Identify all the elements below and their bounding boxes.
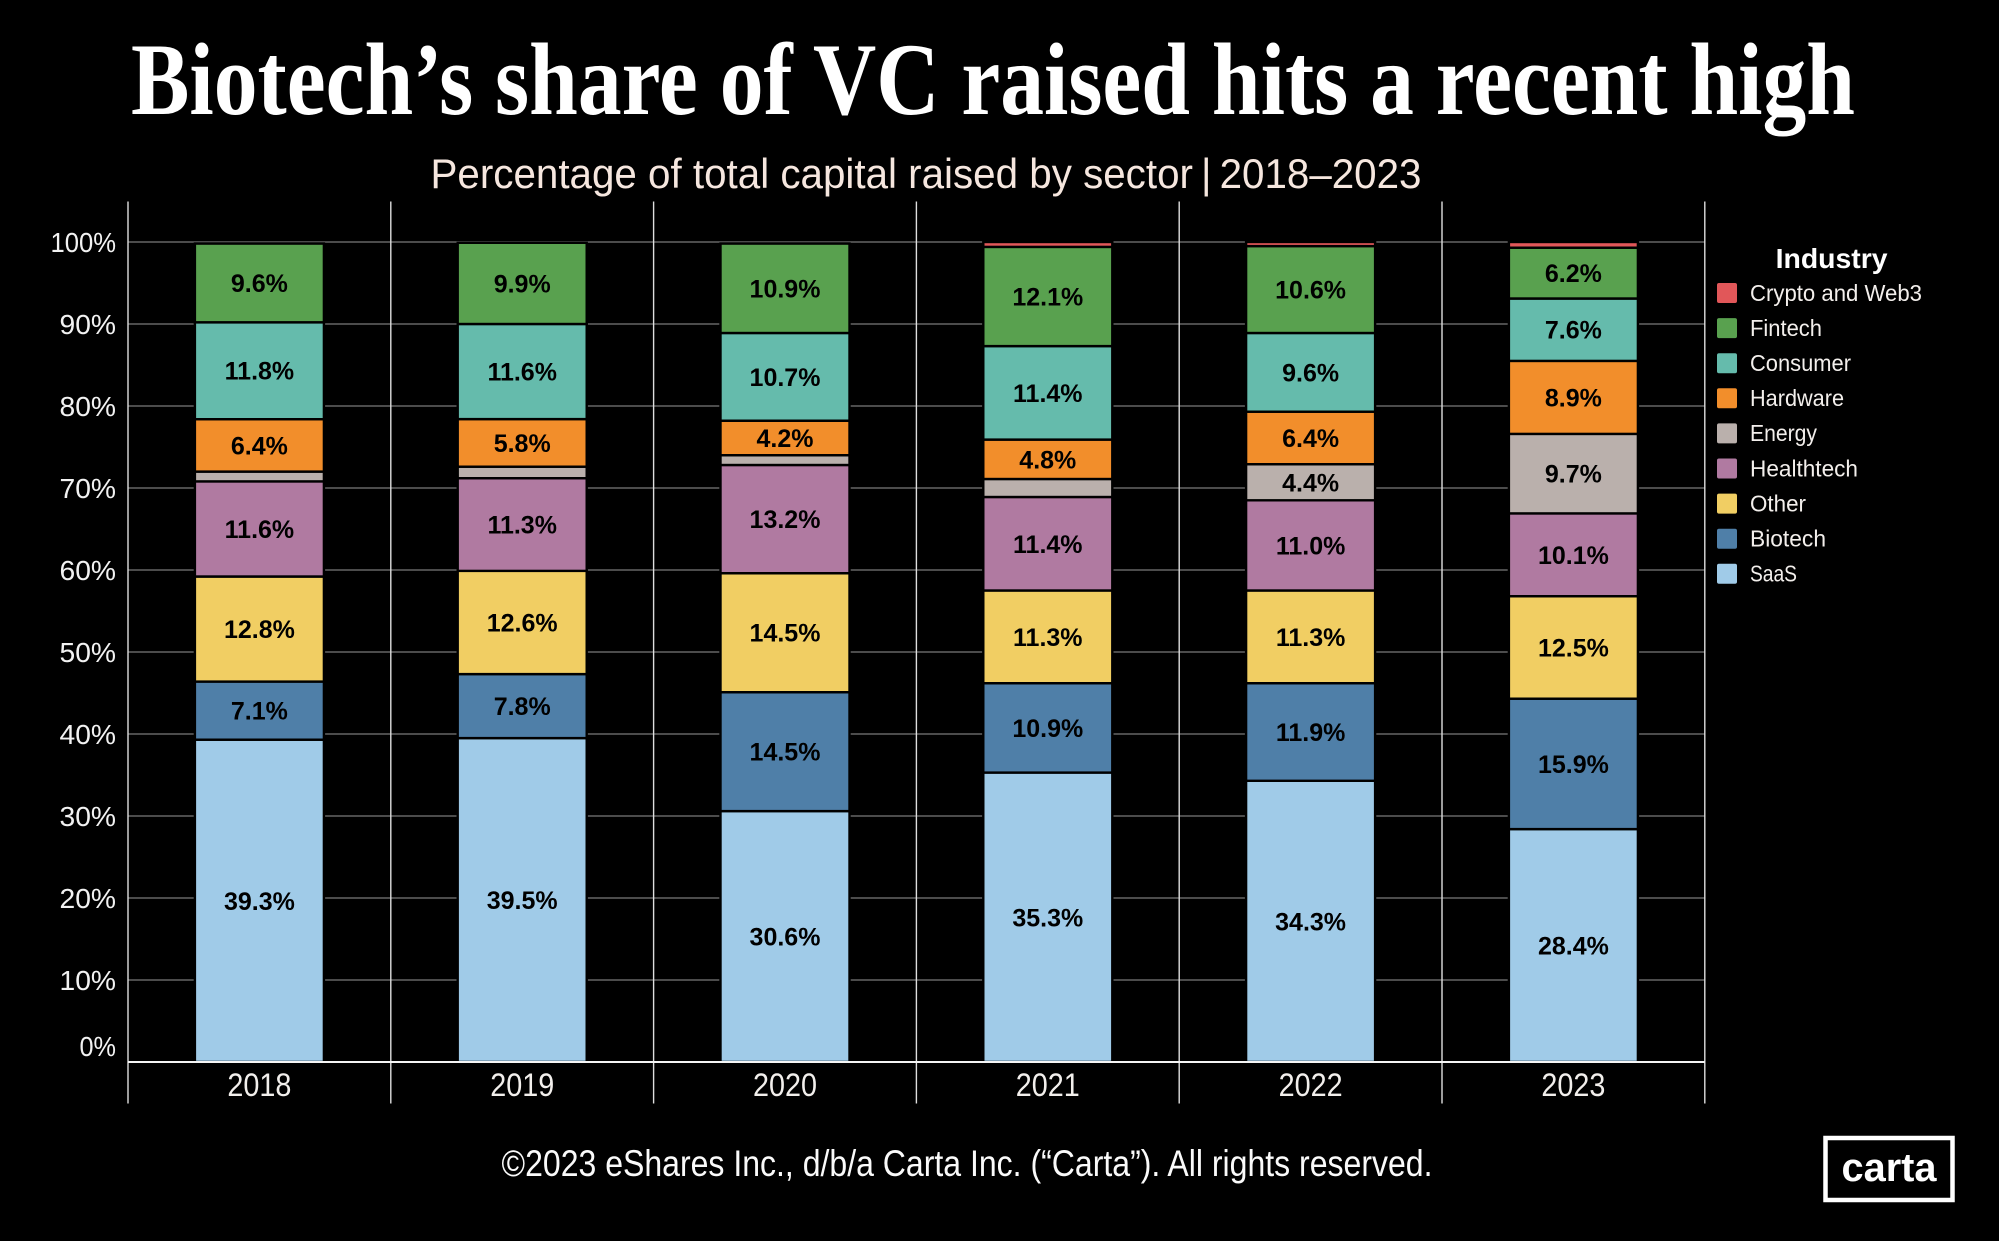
svg-text:4.4%: 4.4% [1282, 469, 1339, 497]
svg-text:Industry: Industry [1776, 243, 1888, 274]
svg-text:SaaS: SaaS [1750, 561, 1797, 587]
svg-text:14.5%: 14.5% [750, 739, 821, 767]
svg-text:Percentage of total capital ra: Percentage of total capital raised by se… [431, 150, 1422, 197]
svg-text:12.1%: 12.1% [1012, 284, 1083, 312]
svg-text:5.8%: 5.8% [494, 430, 551, 458]
svg-text:6.4%: 6.4% [231, 432, 288, 460]
svg-text:28.4%: 28.4% [1538, 933, 1609, 961]
svg-text:2019: 2019 [490, 1067, 554, 1103]
svg-text:4.8%: 4.8% [1019, 446, 1076, 474]
svg-text:2023: 2023 [1541, 1067, 1605, 1103]
svg-text:30%: 30% [60, 801, 117, 832]
svg-text:11.9%: 11.9% [1276, 719, 1346, 747]
svg-text:80%: 80% [60, 391, 117, 422]
svg-text:9.6%: 9.6% [1282, 359, 1339, 387]
svg-text:40%: 40% [60, 719, 117, 750]
svg-text:39.5%: 39.5% [487, 887, 558, 915]
svg-text:2021: 2021 [1016, 1067, 1080, 1103]
svg-text:30.6%: 30.6% [750, 924, 821, 952]
svg-text:Healthtech: Healthtech [1750, 455, 1858, 481]
svg-text:12.6%: 12.6% [487, 610, 558, 638]
svg-text:60%: 60% [60, 555, 117, 586]
svg-text:35.3%: 35.3% [1012, 904, 1083, 932]
svg-text:9.6%: 9.6% [231, 270, 288, 298]
svg-text:Other: Other [1750, 490, 1806, 516]
svg-text:11.6%: 11.6% [487, 359, 557, 387]
svg-text:12.8%: 12.8% [224, 616, 295, 644]
svg-text:11.8%: 11.8% [225, 358, 295, 386]
svg-text:11.6%: 11.6% [225, 516, 295, 544]
svg-text:2018: 2018 [227, 1067, 291, 1103]
svg-text:50%: 50% [60, 637, 117, 668]
svg-text:34.3%: 34.3% [1275, 908, 1346, 936]
svg-text:10%: 10% [60, 965, 117, 996]
svg-text:0%: 0% [80, 1031, 117, 1062]
svg-text:6.4%: 6.4% [1282, 425, 1339, 453]
svg-text:12.5%: 12.5% [1538, 635, 1609, 663]
svg-text:Energy: Energy [1750, 420, 1817, 446]
svg-text:©2023 eShares Inc., d/b/a Cart: ©2023 eShares Inc., d/b/a Carta Inc. (“C… [502, 1143, 1433, 1184]
svg-text:11.4%: 11.4% [1013, 380, 1083, 408]
svg-text:11.0%: 11.0% [1276, 532, 1346, 560]
svg-text:15.9%: 15.9% [1538, 751, 1609, 779]
svg-text:Crypto and Web3: Crypto and Web3 [1750, 280, 1922, 306]
svg-text:11.3%: 11.3% [1276, 624, 1346, 652]
svg-text:13.2%: 13.2% [750, 506, 821, 534]
svg-text:Biotech’s share of VC raised h: Biotech’s share of VC raised hits a rece… [131, 23, 1855, 137]
svg-text:90%: 90% [60, 309, 117, 340]
svg-text:Fintech: Fintech [1750, 315, 1822, 341]
svg-text:Hardware: Hardware [1750, 385, 1844, 411]
svg-text:Biotech: Biotech [1750, 526, 1826, 552]
svg-text:2020: 2020 [753, 1067, 817, 1103]
svg-text:8.9%: 8.9% [1545, 384, 1602, 412]
svg-text:6.2%: 6.2% [1545, 260, 1602, 288]
svg-text:9.9%: 9.9% [494, 270, 551, 298]
svg-text:carta: carta [1842, 1146, 1938, 1190]
svg-text:14.5%: 14.5% [750, 620, 821, 648]
svg-text:70%: 70% [60, 473, 117, 504]
svg-text:9.7%: 9.7% [1545, 461, 1602, 489]
svg-text:10.1%: 10.1% [1538, 542, 1609, 570]
svg-text:2022: 2022 [1279, 1067, 1343, 1103]
svg-text:100%: 100% [51, 227, 117, 258]
svg-text:10.9%: 10.9% [750, 275, 821, 303]
svg-text:4.2%: 4.2% [757, 425, 814, 453]
svg-text:11.3%: 11.3% [487, 512, 557, 540]
svg-text:20%: 20% [60, 883, 117, 914]
svg-text:39.3%: 39.3% [224, 888, 295, 916]
svg-text:10.9%: 10.9% [1012, 715, 1083, 743]
svg-text:Consumer: Consumer [1750, 350, 1851, 376]
svg-text:10.7%: 10.7% [750, 364, 821, 392]
svg-text:7.6%: 7.6% [1545, 317, 1602, 345]
svg-text:7.8%: 7.8% [494, 693, 551, 721]
svg-text:11.4%: 11.4% [1013, 531, 1083, 559]
svg-text:7.1%: 7.1% [231, 698, 288, 726]
svg-text:11.3%: 11.3% [1013, 624, 1083, 652]
svg-text:10.6%: 10.6% [1275, 277, 1346, 305]
